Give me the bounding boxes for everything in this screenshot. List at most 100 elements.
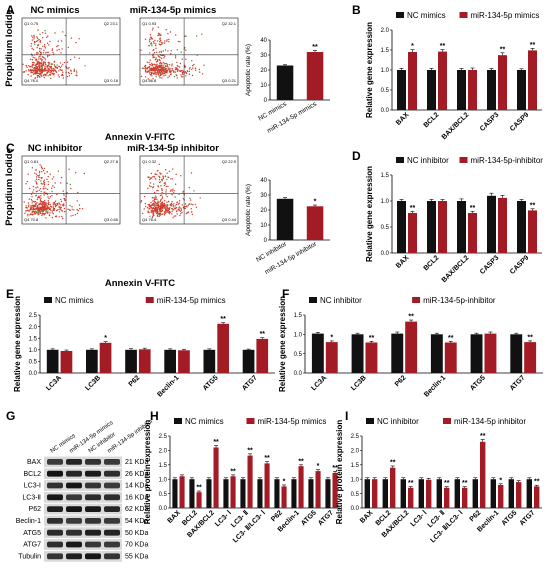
bar [365,342,378,373]
flow-dot [153,175,155,178]
flow-dot [165,29,167,31]
flow-dot [22,63,24,65]
flow-dot [185,75,187,77]
flow-dot [29,214,31,216]
flow-dot [154,64,156,66]
flow-dot [148,41,151,43]
blot-row-label: P62 [29,506,42,513]
flow-dot [30,65,32,68]
legend-swatch [396,12,404,18]
flow-dot [165,65,167,67]
flow-dot [62,203,65,205]
bar [164,349,176,373]
significance-mark: ** [213,439,219,446]
y-axis-label: Apoptotic rate (%) [245,184,252,236]
y-tick-label: 1.5 [351,463,360,469]
legend-entry: miR-134-5p mimics [157,296,226,305]
flow-dot [39,203,42,205]
flow-dot [165,206,167,208]
flow-dot [27,209,29,211]
flow-dot [38,174,40,176]
flow-dot [62,74,64,77]
flow-dot [161,188,163,190]
flow-dot [188,73,191,75]
flow-dot [159,77,161,79]
significance-mark: ** [470,205,476,212]
flow-dot [181,71,184,74]
flow-dot [58,48,60,51]
flow-dot [188,68,191,70]
flow-dot [166,205,168,207]
bar [426,479,432,508]
flow-dot [155,43,157,45]
flow-dot [32,71,34,74]
flow-dot [46,51,48,53]
flow-dot [37,44,40,46]
flow-dot [46,193,49,196]
flow-dot [25,183,27,185]
flow-dot [47,210,49,212]
flow-dot [165,191,167,193]
legend-entry: miR-134-5p inhibitor [454,417,526,426]
flow-dot [30,205,32,207]
flow-dot [164,55,166,57]
flow-dot [38,189,40,191]
flow-dot [64,199,66,201]
bar [487,195,496,253]
flow-dot [39,206,41,209]
y-tick-label: 40 [260,38,267,44]
flow-dot [63,204,65,206]
flow-dot [193,63,195,66]
y-tick-label: 30 [260,53,267,59]
flow-dot [55,66,57,68]
blot-band [47,529,63,536]
flow-dot [149,34,152,36]
flow-dot [36,71,38,73]
panel-letter-B: B [352,3,361,17]
flow-dot [23,201,25,203]
flow-dot [61,217,64,220]
flow-dot [29,208,32,211]
blot-band [47,482,63,489]
flow-dot [35,169,37,171]
flow-dot [153,67,156,70]
flow-dot [150,68,152,70]
blot-band [104,506,120,512]
significance-mark: ** [220,316,226,323]
bar [364,479,370,508]
flow-dot [41,168,43,170]
flow-dot [43,179,45,181]
flow-dot [27,213,29,215]
blot-band [66,541,82,548]
flow-dot [34,203,37,205]
flow-dot [38,203,40,206]
flow-dot [28,65,30,67]
y-tick-label: 2.5 [351,434,360,440]
flow-dot [158,43,160,45]
x-tick-label: CASP9 [509,111,531,133]
legend: NC mimics miR-134-5p mimics [44,296,226,305]
flow-plot-title: NC mimics [30,5,79,16]
x-tick-label: P62 [469,509,483,523]
flow-dot [48,201,50,204]
flow-dot [163,184,165,187]
flow-dot [185,35,187,37]
blot-strip [44,480,122,491]
flow-dot [160,69,163,72]
flow-dot [42,32,44,34]
flow-dot [179,66,181,68]
flow-dot [166,206,168,208]
flow-dot [55,70,57,72]
x-tick-label: LC3B [84,374,102,392]
flow-dot [36,52,38,54]
flow-dot [179,206,181,208]
flow-dot [199,197,201,199]
flow-dot [164,63,166,65]
flow-dot [172,206,174,208]
flow-dot [31,55,33,57]
flow-dot [77,209,79,212]
flow-dot [44,45,46,48]
flow-dot [56,64,58,66]
flow-dot [165,74,167,76]
flow-dot [158,179,161,181]
